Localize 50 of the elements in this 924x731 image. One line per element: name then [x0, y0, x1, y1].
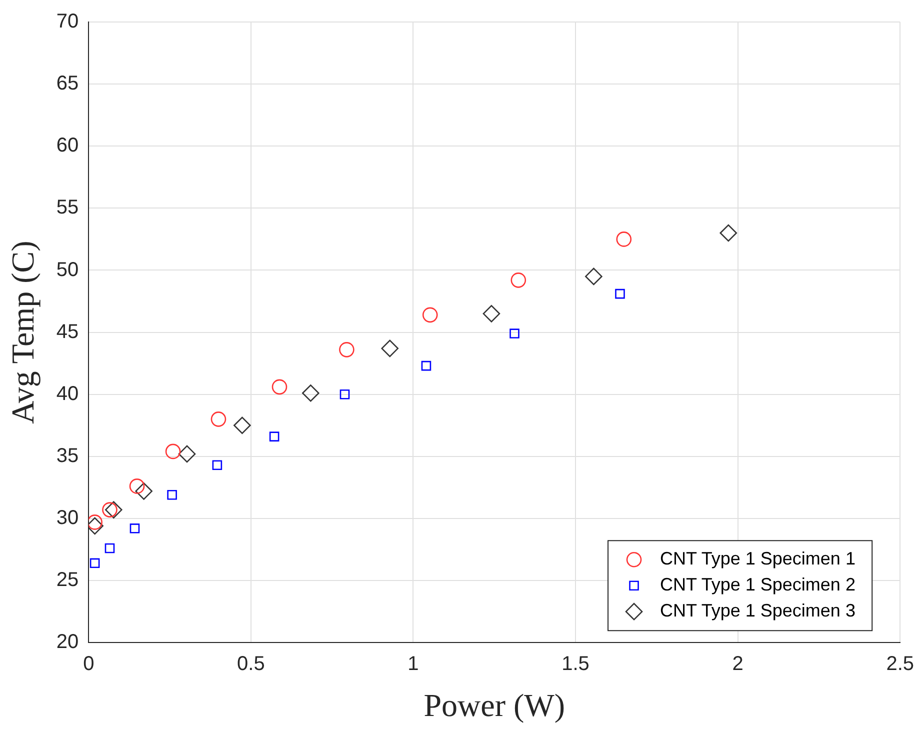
x-tick-label: 1 — [408, 653, 419, 676]
legend-label: CNT Type 1 Specimen 2 — [660, 574, 856, 595]
point — [234, 416, 251, 434]
x-tick-label: 0 — [83, 653, 94, 676]
point — [90, 558, 100, 568]
point — [302, 384, 320, 402]
point — [167, 490, 177, 500]
y-tick-label: 30 — [56, 506, 79, 529]
point — [720, 224, 738, 242]
y-tick-label: 65 — [56, 72, 79, 95]
y-tick-label: 60 — [56, 134, 79, 157]
point — [510, 272, 526, 288]
y-tick-label: 70 — [56, 10, 79, 33]
x-tick-label: 2 — [732, 653, 744, 676]
point — [129, 478, 145, 494]
y-tick-label: 25 — [56, 569, 79, 592]
point — [269, 432, 280, 442]
x-axis-title: Power (W) — [424, 687, 566, 724]
point — [130, 524, 140, 534]
point — [616, 232, 632, 247]
point — [422, 307, 438, 323]
point — [104, 543, 115, 554]
y-tick-label: 35 — [56, 444, 79, 467]
point — [510, 328, 520, 338]
y-tick-label: 50 — [56, 258, 79, 281]
legend-label: CNT Type 1 Specimen 1 — [660, 548, 856, 569]
x-tick-label: 1.5 — [562, 653, 590, 676]
y-tick-label: 45 — [56, 320, 79, 343]
point — [482, 305, 500, 322]
y-axis-title: Avg Temp (C) — [4, 240, 41, 424]
point — [339, 342, 354, 358]
point — [421, 360, 432, 371]
point — [165, 444, 181, 460]
legend-label: CNT Type 1 Specimen 3 — [660, 600, 856, 621]
y-tick-label: 55 — [56, 196, 79, 219]
point — [212, 460, 222, 470]
y-tick-label: 40 — [56, 382, 79, 405]
point — [210, 412, 226, 427]
y-tick-label: 20 — [56, 631, 79, 654]
point — [340, 389, 350, 400]
x-tick-label: 2.5 — [886, 653, 914, 676]
point — [585, 268, 602, 286]
point — [104, 501, 122, 518]
point — [272, 379, 288, 395]
point — [102, 502, 118, 518]
point — [615, 288, 625, 299]
point — [381, 340, 399, 358]
point — [178, 445, 196, 463]
point — [135, 482, 152, 500]
x-tick-label: 0.5 — [237, 653, 265, 676]
